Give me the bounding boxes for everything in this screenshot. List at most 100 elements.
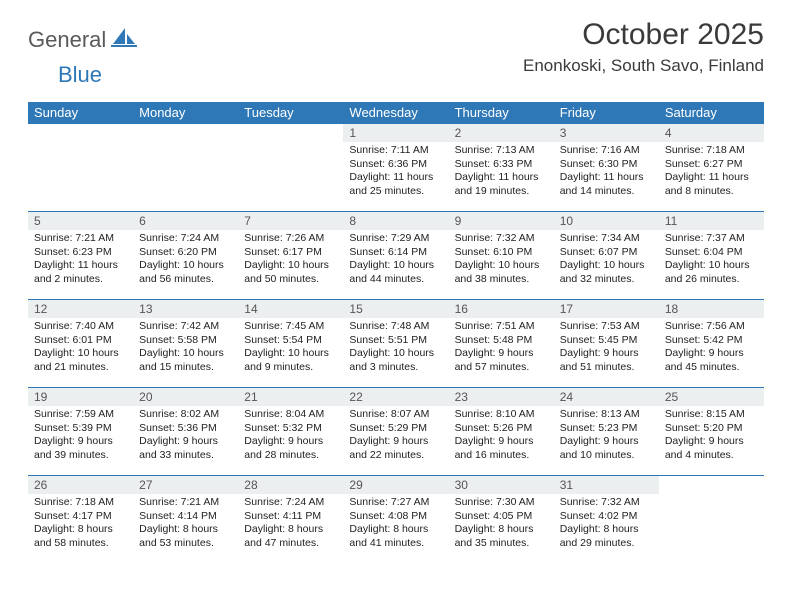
day-number: 22: [343, 388, 448, 406]
calendar-cell: 2Sunrise: 7:13 AMSunset: 6:33 PMDaylight…: [449, 124, 554, 212]
day-number: 11: [659, 212, 764, 230]
day-number: 9: [449, 212, 554, 230]
sunrise-text: Sunrise: 7:59 AM: [34, 408, 127, 422]
logo-sail-icon: [111, 26, 137, 53]
sunrise-text: Sunrise: 7:30 AM: [455, 496, 548, 510]
daylight-text: Daylight: 9 hours and 4 minutes.: [665, 435, 758, 462]
sunset-text: Sunset: 5:54 PM: [244, 334, 337, 348]
day-body: Sunrise: 8:02 AMSunset: 5:36 PMDaylight:…: [133, 406, 238, 467]
sunset-text: Sunset: 5:23 PM: [560, 422, 653, 436]
sunset-text: Sunset: 5:32 PM: [244, 422, 337, 436]
day-number: 16: [449, 300, 554, 318]
sunrise-text: Sunrise: 7:29 AM: [349, 232, 442, 246]
daylight-text: Daylight: 8 hours and 35 minutes.: [455, 523, 548, 550]
calendar-cell: 7Sunrise: 7:26 AMSunset: 6:17 PMDaylight…: [238, 212, 343, 300]
daylight-text: Daylight: 11 hours and 25 minutes.: [349, 171, 442, 198]
weekday-header-row: Sunday Monday Tuesday Wednesday Thursday…: [28, 102, 764, 124]
calendar-page: General October 2025 Enonkoski, South Sa…: [0, 0, 792, 582]
weekday-header: Wednesday: [343, 102, 448, 124]
logo-text-blue: Blue: [58, 62, 102, 88]
calendar-cell: 16Sunrise: 7:51 AMSunset: 5:48 PMDayligh…: [449, 300, 554, 388]
daylight-text: Daylight: 10 hours and 32 minutes.: [560, 259, 653, 286]
calendar-cell: 6Sunrise: 7:24 AMSunset: 6:20 PMDaylight…: [133, 212, 238, 300]
day-number: 31: [554, 476, 659, 494]
day-number: 20: [133, 388, 238, 406]
sunset-text: Sunset: 5:45 PM: [560, 334, 653, 348]
sunset-text: Sunset: 5:48 PM: [455, 334, 548, 348]
calendar-cell: 27Sunrise: 7:21 AMSunset: 4:14 PMDayligh…: [133, 476, 238, 564]
calendar-cell: 1Sunrise: 7:11 AMSunset: 6:36 PMDaylight…: [343, 124, 448, 212]
sunrise-text: Sunrise: 7:24 AM: [139, 232, 232, 246]
day-number: 17: [554, 300, 659, 318]
day-body: Sunrise: 7:51 AMSunset: 5:48 PMDaylight:…: [449, 318, 554, 379]
day-number: 13: [133, 300, 238, 318]
sunset-text: Sunset: 5:58 PM: [139, 334, 232, 348]
daylight-text: Daylight: 11 hours and 8 minutes.: [665, 171, 758, 198]
calendar-cell: 20Sunrise: 8:02 AMSunset: 5:36 PMDayligh…: [133, 388, 238, 476]
calendar-cell: 28Sunrise: 7:24 AMSunset: 4:11 PMDayligh…: [238, 476, 343, 564]
day-number: 27: [133, 476, 238, 494]
day-number: 19: [28, 388, 133, 406]
daylight-text: Daylight: 10 hours and 3 minutes.: [349, 347, 442, 374]
calendar-row: 19 Sunrise: 7:59 AMSunset: 5:39 PM Dayligh…: [28, 388, 764, 476]
daylight-text: Daylight: 10 hours and 44 minutes.: [349, 259, 442, 286]
sunrise-text: Sunrise: 8:15 AM: [665, 408, 758, 422]
day-body: Sunrise: 7:40 AMSunset: 6:01 PMDaylight:…: [28, 318, 133, 379]
sunrise-text: Sunrise: 7:51 AM: [455, 320, 548, 334]
day-body: Sunrise: 7:26 AMSunset: 6:17 PMDaylight:…: [238, 230, 343, 291]
sunrise-text: Sunrise: 7:53 AM: [560, 320, 653, 334]
day-number: 2: [449, 124, 554, 142]
sunrise-text: Sunrise: 7:37 AM: [665, 232, 758, 246]
sunset-text: Sunset: 6:17 PM: [244, 246, 337, 260]
day-number: 12: [28, 300, 133, 318]
calendar-cell: [28, 124, 133, 212]
sunset-text: Sunset: 4:14 PM: [139, 510, 232, 524]
calendar-table: Sunday Monday Tuesday Wednesday Thursday…: [28, 102, 764, 564]
sunrise-text: Sunrise: 7:32 AM: [560, 496, 653, 510]
calendar-cell: 12Sunrise: 7:40 AMSunset: 6:01 PMDayligh…: [28, 300, 133, 388]
sunset-text: Sunset: 6:10 PM: [455, 246, 548, 260]
daylight-text: Daylight: 10 hours and 9 minutes.: [244, 347, 337, 374]
day-number: 25: [659, 388, 764, 406]
sunset-text: Sunset: 6:30 PM: [560, 158, 653, 172]
sunset-text: Sunset: 4:02 PM: [560, 510, 653, 524]
calendar-row: 1Sunrise: 7:11 AMSunset: 6:36 PMDaylight…: [28, 124, 764, 212]
calendar-cell: 18Sunrise: 7:56 AMSunset: 5:42 PMDayligh…: [659, 300, 764, 388]
weekday-header: Sunday: [28, 102, 133, 124]
sunset-text: Sunset: 5:26 PM: [455, 422, 548, 436]
sunset-text: Sunset: 6:33 PM: [455, 158, 548, 172]
weekday-header: Saturday: [659, 102, 764, 124]
calendar-cell: 19Sunrise: 7:59 AMSunset: 5:39 PMDayligh…: [28, 388, 133, 476]
sunset-text: Sunset: 5:42 PM: [665, 334, 758, 348]
sunrise-text: Sunrise: 7:56 AM: [665, 320, 758, 334]
daylight-text: Daylight: 9 hours and 45 minutes.: [665, 347, 758, 374]
daylight-text: Daylight: 10 hours and 50 minutes.: [244, 259, 337, 286]
sunrise-text: Sunrise: 7:13 AM: [455, 144, 548, 158]
sunrise-text: Sunrise: 7:32 AM: [455, 232, 548, 246]
weekday-header: Thursday: [449, 102, 554, 124]
daylight-text: Daylight: 9 hours and 22 minutes.: [349, 435, 442, 462]
day-body: Sunrise: 8:13 AMSunset: 5:23 PMDaylight:…: [554, 406, 659, 467]
sunrise-text: Sunrise: 7:18 AM: [34, 496, 127, 510]
day-body: Sunrise: 7:11 AMSunset: 6:36 PMDaylight:…: [343, 142, 448, 203]
logo: General: [28, 18, 139, 53]
sunset-text: Sunset: 4:08 PM: [349, 510, 442, 524]
calendar-cell: 5Sunrise: 7:21 AMSunset: 6:23 PMDaylight…: [28, 212, 133, 300]
day-body: Sunrise: 8:04 AMSunset: 5:32 PMDaylight:…: [238, 406, 343, 467]
calendar-cell: 29Sunrise: 7:27 AMSunset: 4:08 PMDayligh…: [343, 476, 448, 564]
day-body: Sunrise: 7:30 AMSunset: 4:05 PMDaylight:…: [449, 494, 554, 555]
sunrise-text: Sunrise: 8:13 AM: [560, 408, 653, 422]
sunset-text: Sunset: 5:36 PM: [139, 422, 232, 436]
title-block: October 2025 Enonkoski, South Savo, Finl…: [523, 18, 764, 76]
day-body: Sunrise: 7:13 AMSunset: 6:33 PMDaylight:…: [449, 142, 554, 203]
day-body: Sunrise: 7:18 AMSunset: 6:27 PMDaylight:…: [659, 142, 764, 203]
sunset-text: Sunset: 5:39 PM: [34, 422, 127, 436]
day-number: 3: [554, 124, 659, 142]
calendar-cell: 10Sunrise: 7:34 AMSunset: 6:07 PMDayligh…: [554, 212, 659, 300]
day-number: 6: [133, 212, 238, 230]
day-number: 5: [28, 212, 133, 230]
sunset-text: Sunset: 6:07 PM: [560, 246, 653, 260]
sunrise-text: Sunrise: 7:24 AM: [244, 496, 337, 510]
calendar-cell: 14Sunrise: 7:45 AMSunset: 5:54 PMDayligh…: [238, 300, 343, 388]
calendar-cell: 15Sunrise: 7:48 AMSunset: 5:51 PMDayligh…: [343, 300, 448, 388]
